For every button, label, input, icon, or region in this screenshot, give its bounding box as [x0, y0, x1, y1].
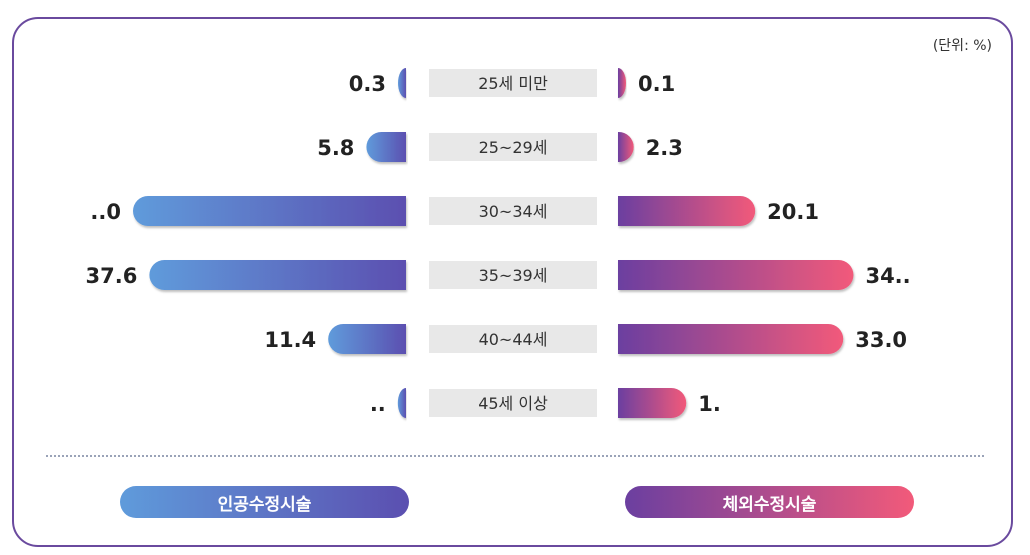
bar-right: [618, 324, 844, 354]
bar-right: [618, 260, 854, 290]
bar-right: [618, 132, 634, 162]
value-label-left: ..0: [90, 200, 121, 224]
category-box: [429, 389, 597, 417]
category-box: [429, 69, 597, 97]
value-label-right: 34..: [865, 264, 910, 288]
bar-left: [149, 260, 407, 290]
value-label-left: 5.8: [317, 136, 354, 160]
unit-label: (단위: %): [932, 38, 992, 54]
value-label-right: 1.: [698, 392, 721, 416]
category-label: 45세 이상: [478, 394, 548, 413]
legend-ivf: 체외수정시술: [625, 486, 914, 518]
value-label-right: 0.1: [638, 72, 675, 96]
value-label-left: ..: [370, 392, 386, 416]
value-label-left: 0.3: [349, 72, 386, 96]
bar-right: [618, 68, 626, 98]
category-box: [429, 133, 597, 161]
category-box: [429, 261, 597, 289]
category-box: [429, 325, 597, 353]
value-label-right: 33.0: [855, 328, 907, 352]
chart-frame: [12, 17, 1013, 547]
bar-left: [328, 324, 406, 354]
bar-right: [618, 196, 756, 226]
category-label: 25세 미만: [478, 74, 548, 93]
value-label-left: 11.4: [264, 328, 316, 352]
bar-left: [398, 68, 406, 98]
category-label: 40~44세: [479, 330, 548, 349]
value-label-right: 20.1: [767, 200, 819, 224]
legend-artificial-insemination: 인공수정시술: [120, 486, 409, 518]
value-label-right: 2.3: [646, 136, 683, 160]
bar-left: [366, 132, 406, 162]
value-label-left: 37.6: [86, 264, 138, 288]
category-label: 30~34세: [479, 202, 548, 221]
bar-right: [618, 388, 687, 418]
category-label: 35~39세: [479, 266, 548, 285]
bar-left: [397, 388, 406, 418]
bar-left: [133, 196, 406, 226]
category-box: [429, 197, 597, 225]
divider-line: [46, 455, 984, 457]
category-label: 25~29세: [479, 138, 548, 157]
